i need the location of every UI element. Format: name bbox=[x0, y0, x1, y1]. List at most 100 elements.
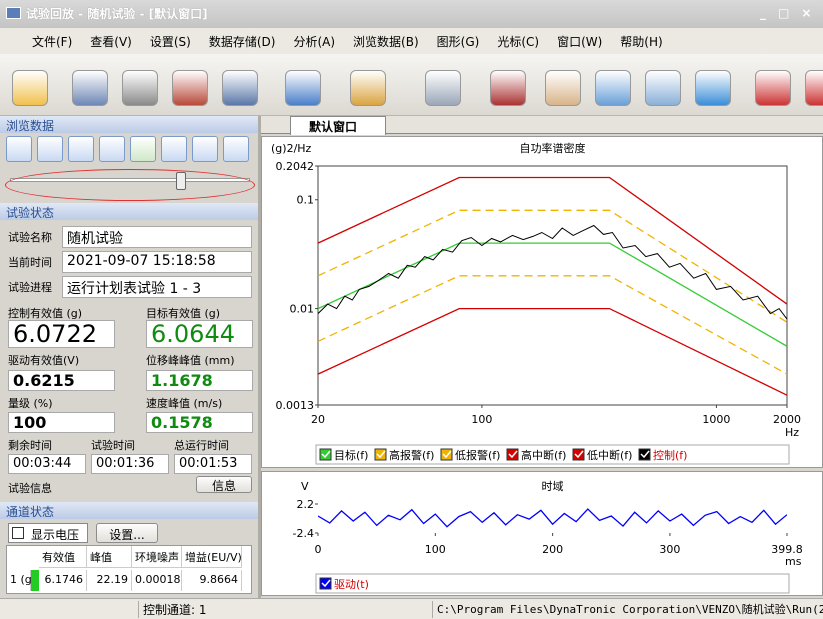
splitter bbox=[258, 116, 261, 598]
field-value: 随机试验 bbox=[62, 226, 252, 248]
legend bbox=[315, 444, 790, 465]
tab-bar bbox=[261, 116, 823, 134]
checkbox-box[interactable] bbox=[12, 527, 24, 539]
toolbar-button[interactable] bbox=[72, 70, 108, 106]
tab[interactable]: 默认窗口 bbox=[290, 116, 386, 135]
metric-value: 6.0722 bbox=[8, 320, 115, 348]
timer-value: 00:01:53 bbox=[174, 454, 252, 474]
field-label: 试验进程 bbox=[8, 281, 52, 294]
toolbar-button[interactable] bbox=[222, 70, 258, 106]
nav-button[interactable] bbox=[192, 136, 218, 162]
legend-swatch bbox=[440, 448, 453, 461]
menu-item[interactable]: 设置(S) bbox=[149, 35, 191, 49]
toolbar bbox=[0, 54, 823, 116]
metric-label: 目标有效值 (g) bbox=[146, 307, 221, 320]
legend bbox=[315, 573, 790, 594]
metric-label: 驱动有效值(V) bbox=[8, 354, 80, 367]
time-chart: 时域 Vms -2.4 2.2 0 100 200 300 399.8 驱动(t) bbox=[293, 480, 803, 594]
toolbar-button[interactable] bbox=[595, 70, 631, 106]
menu-item[interactable]: 图形(G) bbox=[436, 35, 480, 49]
status-cell: C:\Program Files\DynaTronic Corporation\… bbox=[432, 601, 823, 618]
menu-item[interactable]: 文件(F) bbox=[32, 35, 73, 49]
series-line bbox=[318, 209, 787, 323]
toolbar-button[interactable] bbox=[172, 70, 208, 106]
series-line bbox=[318, 275, 787, 375]
toolbar-button[interactable] bbox=[12, 70, 48, 106]
metric-label: 位移峰峰值 (mm) bbox=[146, 354, 235, 367]
nav-button[interactable] bbox=[99, 136, 125, 162]
legend-swatch bbox=[319, 577, 332, 590]
timer-label: 试验时间 bbox=[91, 439, 135, 452]
toolbar-button[interactable] bbox=[350, 70, 386, 106]
series-line bbox=[318, 508, 787, 528]
x-tick-label: 100 bbox=[471, 413, 492, 426]
menu-item[interactable]: 浏览数据(B) bbox=[353, 35, 419, 49]
nav-button[interactable] bbox=[130, 136, 156, 162]
toolbar-button[interactable] bbox=[545, 70, 581, 106]
channel-indicator bbox=[31, 570, 39, 591]
timer-label: 总运行时间 bbox=[174, 439, 229, 452]
menu-item[interactable]: 窗口(W) bbox=[557, 35, 603, 49]
table-header: 增益(EU/V) bbox=[182, 546, 242, 568]
menu-item[interactable]: 查看(V) bbox=[90, 35, 132, 49]
menu-item[interactable]: 帮助(H) bbox=[620, 35, 663, 49]
menu-item[interactable]: 数据存储(D) bbox=[208, 35, 276, 49]
timer-value: 00:01:36 bbox=[91, 454, 169, 474]
table-cell: 0.00018 bbox=[132, 570, 182, 591]
table-cell: 6.1746 bbox=[39, 570, 87, 591]
legend-check bbox=[574, 450, 584, 459]
y-tick-label: 0.01 bbox=[290, 303, 315, 316]
toolbar-button[interactable] bbox=[425, 70, 461, 106]
x-axis-label: Hz bbox=[785, 426, 799, 439]
x-tick-label: 0 bbox=[315, 543, 322, 556]
toolbar-button[interactable] bbox=[122, 70, 158, 106]
series-line bbox=[318, 307, 787, 396]
highlight-ellipse bbox=[5, 169, 255, 201]
metric-value: 0.1578 bbox=[146, 412, 253, 433]
y-tick-label: 0.1 bbox=[297, 194, 315, 207]
nav-button[interactable] bbox=[37, 136, 63, 162]
settings-button[interactable]: 设置... bbox=[96, 523, 158, 543]
y-tick-label: 0.0013 bbox=[276, 399, 315, 412]
nav-button[interactable] bbox=[68, 136, 94, 162]
plot-frame bbox=[317, 165, 788, 406]
legend-swatch bbox=[374, 448, 387, 461]
table-header: 有效值 bbox=[39, 546, 87, 568]
window-buttons[interactable]: _□× bbox=[760, 6, 823, 20]
metric-value: 1.1678 bbox=[146, 370, 253, 391]
legend-swatch bbox=[506, 448, 519, 461]
legend-swatch bbox=[319, 448, 332, 461]
table-header: 环境噪声 bbox=[132, 546, 182, 568]
info-button[interactable]: 信息 bbox=[196, 476, 252, 493]
x-axis-label: ms bbox=[785, 555, 802, 568]
chart-title: 时域 bbox=[542, 480, 564, 493]
metric-label: 控制有效值 (g) bbox=[8, 307, 83, 320]
menu-item[interactable]: 光标(C) bbox=[497, 35, 540, 49]
toolbar-button[interactable] bbox=[805, 70, 823, 106]
table-cell: 22.19 bbox=[87, 570, 132, 591]
legend-label: 高报警(f) bbox=[389, 448, 434, 462]
y-axis-label: V bbox=[301, 480, 309, 493]
toolbar-button[interactable] bbox=[285, 70, 321, 106]
legend-check bbox=[640, 450, 650, 459]
series-line bbox=[318, 224, 787, 320]
psd-chart: 自功率谱密度 (g)2/Hz Hz 0.0013 0.01 0.1 0.2042 20 100 1… bbox=[271, 141, 801, 465]
toolbar-button[interactable] bbox=[490, 70, 526, 106]
status-bar: 控制通道: 1 C:\Program Files\DynaTronic Corpo… bbox=[0, 598, 823, 619]
toolbar-button[interactable] bbox=[755, 70, 791, 106]
nav-button[interactable] bbox=[223, 136, 249, 162]
status-cell: 控制通道: 1 bbox=[138, 601, 430, 618]
table-cell: 1 (g) bbox=[7, 570, 36, 591]
field-value: 运行计划表试验 1 - 3 bbox=[62, 276, 252, 298]
nav-button[interactable] bbox=[161, 136, 187, 162]
toolbar-button[interactable] bbox=[695, 70, 731, 106]
nav-button[interactable] bbox=[6, 136, 32, 162]
y-tick-label: 2.2 bbox=[297, 498, 315, 511]
menu-item[interactable]: 分析(A) bbox=[293, 35, 336, 49]
metric-value: 6.0644 bbox=[146, 320, 253, 348]
toolbar-button[interactable] bbox=[645, 70, 681, 106]
legend-check bbox=[321, 450, 331, 459]
metric-value: 100 bbox=[8, 412, 115, 433]
checkbox[interactable]: 显示电压 bbox=[8, 523, 88, 543]
